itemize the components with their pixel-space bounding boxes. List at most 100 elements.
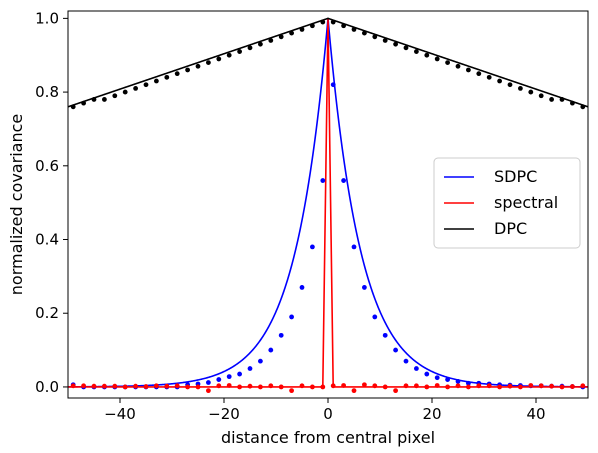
data-point-spectral: [341, 383, 346, 388]
data-point-dpc: [393, 41, 398, 47]
data-point-dpc: [102, 97, 107, 102]
x-tick-label: −40: [104, 405, 136, 423]
data-point-spectral: [237, 384, 243, 390]
data-point-dpc: [528, 89, 534, 95]
data-point-dpc: [195, 63, 201, 69]
data-point-sdpc: [362, 285, 367, 290]
x-tick-label: 20: [422, 405, 441, 423]
data-point-spectral: [476, 383, 482, 389]
data-point-sdpc: [226, 374, 232, 380]
data-point-spectral: [268, 383, 274, 389]
data-point-dpc: [268, 38, 274, 43]
data-point-dpc: [330, 19, 336, 25]
y-axis-label: normalized covariance: [7, 114, 26, 295]
data-point-dpc: [403, 45, 409, 51]
y-tick-label: 1.0: [35, 9, 59, 27]
data-point-spectral: [310, 384, 315, 390]
legend: SDPC spectral DPC: [433, 157, 581, 249]
data-point-dpc: [112, 93, 118, 99]
data-point-dpc: [570, 100, 575, 106]
data-point-spectral: [382, 384, 388, 390]
data-point-spectral: [133, 383, 139, 389]
data-point-sdpc: [382, 332, 388, 338]
data-point-dpc: [424, 52, 430, 58]
data-point-dpc: [497, 78, 502, 84]
data-point-sdpc: [330, 82, 336, 88]
data-point-spectral: [528, 383, 534, 388]
data-point-sdpc: [403, 358, 409, 364]
data-point-sdpc: [372, 314, 378, 320]
data-point-spectral: [185, 384, 191, 390]
data-point-spectral: [154, 383, 159, 389]
data-point-dpc: [372, 34, 378, 40]
data-point-dpc: [247, 45, 253, 51]
data-point-spectral: [174, 383, 180, 389]
data-point-dpc: [518, 86, 523, 91]
data-point-sdpc: [258, 358, 263, 364]
data-point-spectral: [112, 383, 118, 389]
y-tick-label: 0.0: [35, 378, 59, 396]
data-point-dpc: [310, 23, 315, 29]
data-point-spectral: [434, 383, 440, 388]
data-point-dpc: [70, 104, 76, 110]
data-point-dpc: [486, 74, 492, 80]
data-point-sdpc: [455, 379, 461, 384]
data-point-spectral: [403, 383, 409, 389]
data-point-spectral: [258, 384, 263, 390]
data-point-spectral: [206, 388, 211, 394]
data-point-spectral: [414, 383, 419, 389]
data-point-dpc: [341, 23, 346, 29]
data-point-sdpc: [414, 366, 419, 371]
data-point-spectral: [424, 384, 430, 390]
data-point-dpc: [382, 38, 388, 43]
data-point-spectral: [91, 383, 97, 389]
data-point-spectral: [445, 384, 450, 390]
data-point-dpc: [507, 82, 513, 88]
data-point-spectral: [559, 384, 565, 390]
data-point-spectral: [507, 383, 513, 389]
data-point-spectral: [278, 384, 284, 390]
data-point-spectral: [102, 383, 107, 389]
y-tick-label: 0.2: [35, 304, 59, 322]
axis-ticks: −40 −20 0 20 40 0.0 0.2 0.4 0.6 0.8 1.0: [35, 9, 545, 423]
data-point-spectral: [70, 383, 76, 389]
data-point-dpc: [434, 56, 440, 62]
data-point-sdpc: [247, 366, 253, 371]
y-tick-label: 0.6: [35, 157, 59, 175]
data-point-sdpc: [320, 178, 326, 183]
data-point-dpc: [580, 104, 586, 110]
data-point-sdpc: [216, 377, 222, 382]
data-point-dpc: [278, 34, 284, 40]
data-point-sdpc: [268, 347, 274, 353]
data-point-sdpc: [351, 244, 357, 250]
data-point-dpc: [206, 60, 211, 65]
data-point-dpc: [476, 71, 482, 77]
data-point-spectral: [247, 383, 253, 389]
data-point-sdpc: [299, 285, 305, 290]
data-point-spectral: [143, 384, 149, 389]
legend-label-sdpc: SDPC: [494, 167, 537, 186]
data-point-spectral: [455, 383, 461, 389]
data-point-dpc: [154, 78, 159, 84]
x-tick-label: −20: [208, 405, 240, 423]
data-point-dpc: [289, 30, 294, 36]
data-point-sdpc: [310, 244, 315, 250]
data-point-dpc: [258, 41, 263, 47]
data-point-spectral: [362, 382, 367, 388]
data-point-spectral: [549, 383, 554, 389]
series-line-dpc: [68, 17, 588, 108]
data-point-sdpc: [278, 332, 284, 338]
data-point-sdpc: [341, 178, 346, 183]
data-point-spectral: [497, 384, 502, 390]
data-point-spectral: [393, 388, 398, 394]
legend-label-spectral: spectral: [494, 193, 558, 212]
data-point-dpc: [122, 89, 128, 95]
data-point-spectral: [164, 383, 170, 389]
data-point-sdpc: [466, 380, 471, 386]
data-point-spectral: [216, 383, 222, 389]
data-point-spectral: [330, 383, 336, 389]
y-tick-label: 0.4: [35, 231, 59, 249]
y-tick-label: 0.8: [35, 83, 59, 101]
data-point-dpc: [226, 52, 232, 58]
